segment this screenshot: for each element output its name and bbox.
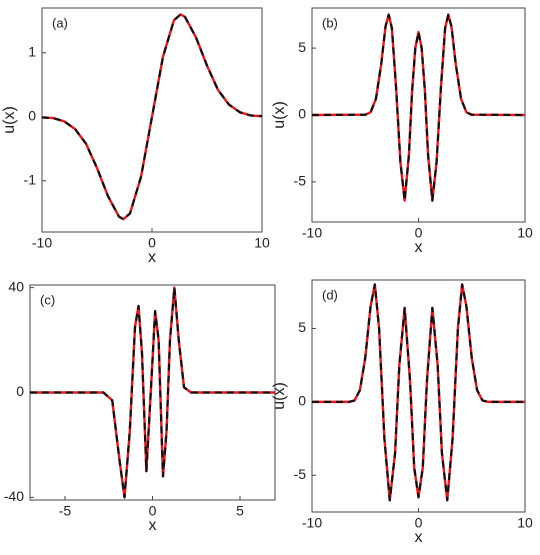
x-tick-label: 0 [148, 235, 156, 251]
panel-label: (d) [322, 287, 338, 302]
data-line [311, 13, 526, 202]
x-axis-label: x [149, 517, 157, 534]
y-tick-label: 0 [16, 383, 24, 399]
y-axis-label: u(x) [271, 382, 288, 410]
panel-label: (b) [322, 15, 338, 30]
y-tick-label: 5 [298, 319, 306, 335]
x-axis-label: x [415, 239, 423, 256]
x-axis-label: x [148, 249, 156, 266]
x-tick-label: -10 [302, 515, 322, 531]
x-tick-label: 10 [517, 515, 533, 531]
data-line [312, 283, 525, 502]
x-tick-label: -5 [59, 503, 72, 519]
data-line [30, 286, 275, 499]
x-tick-label: 0 [415, 225, 423, 241]
y-tick-label: 0 [28, 108, 36, 124]
x-tick-label: 10 [517, 225, 533, 241]
x-tick-label: 5 [236, 503, 244, 519]
x-axis-label: x [415, 529, 423, 546]
y-axis-label: u(x) [271, 101, 288, 129]
plot-frame [311, 279, 526, 513]
x-tick-label: 0 [149, 503, 157, 519]
y-tick-label: -1 [24, 172, 37, 188]
y-tick-label: -40 [4, 488, 24, 504]
y-tick-label: 1 [28, 44, 36, 60]
data-line [41, 13, 263, 221]
y-tick-label: 0 [298, 393, 306, 409]
x-tick-label: -10 [302, 225, 322, 241]
x-tick-label: 0 [415, 515, 423, 531]
panel-label: (c) [40, 292, 55, 307]
y-tick-label: -5 [294, 466, 307, 482]
data-line [311, 13, 526, 202]
y-tick-label: -5 [294, 173, 307, 189]
panel-label: (a) [52, 15, 68, 30]
y-tick-label: 40 [8, 278, 24, 294]
x-tick-label: 10 [254, 235, 270, 251]
y-axis-label: u(x) [1, 106, 18, 134]
y-tick-label: 5 [298, 39, 306, 55]
x-tick-label: -10 [32, 235, 52, 251]
y-tick-label: 0 [298, 106, 306, 122]
data-line [41, 13, 263, 221]
data-line [312, 283, 525, 502]
